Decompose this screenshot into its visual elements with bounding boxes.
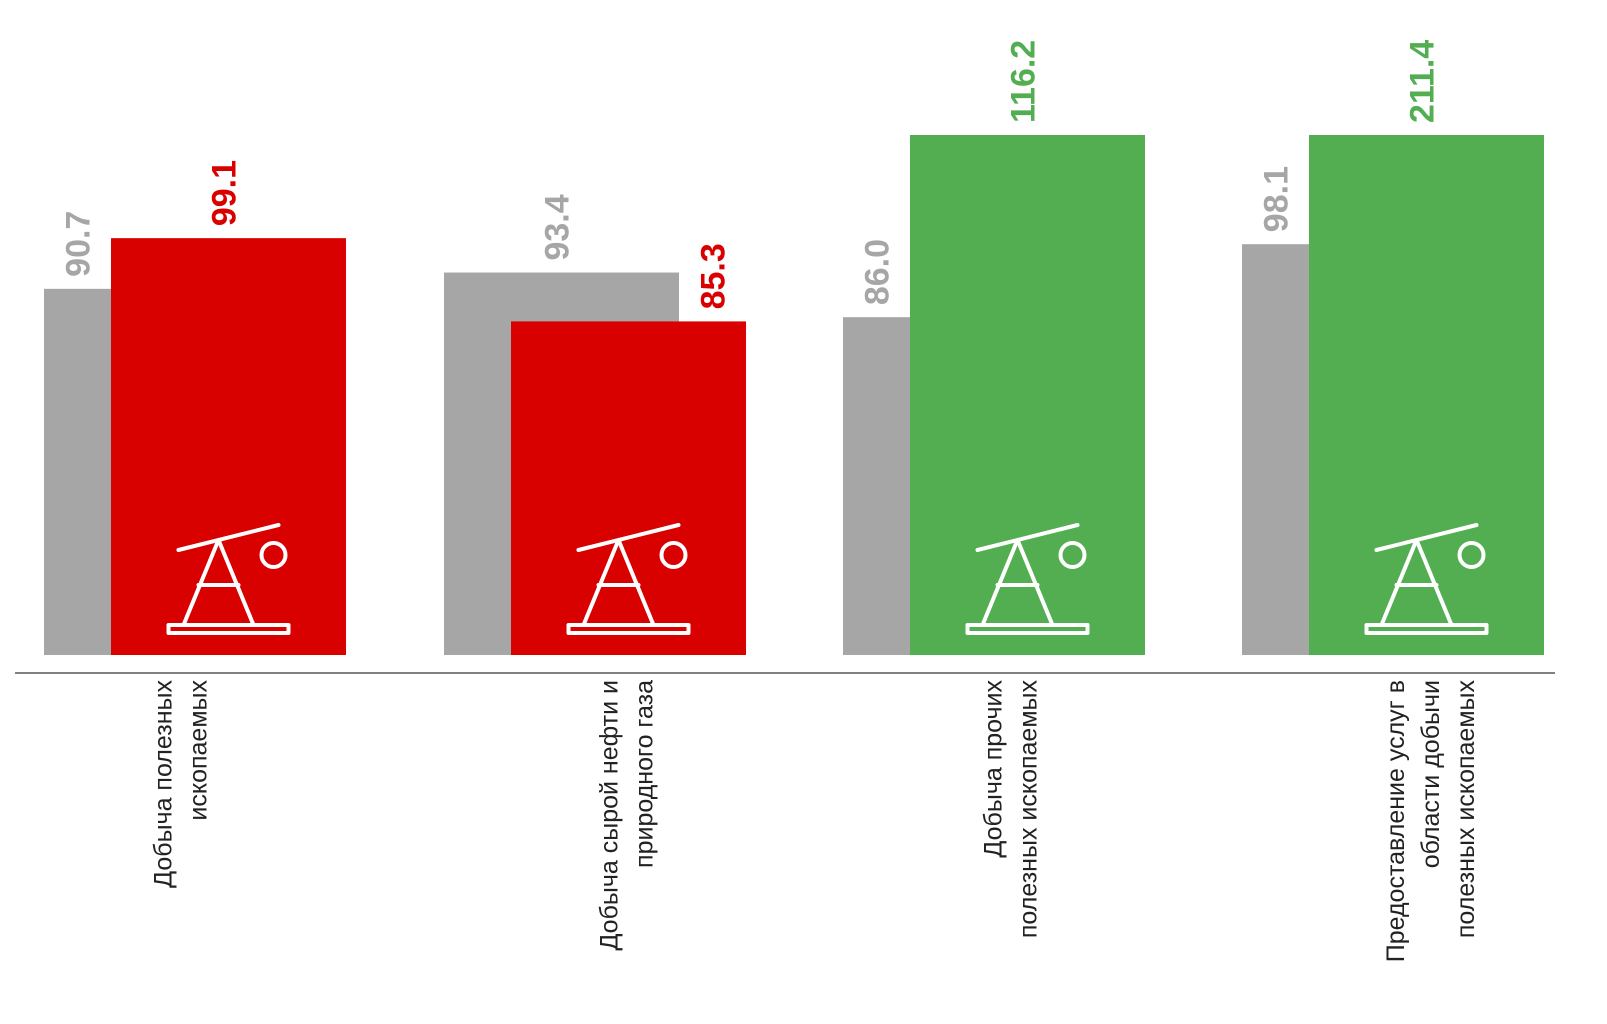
value-label: 85.3 — [695, 243, 733, 309]
value-label: 116.2 — [1005, 40, 1043, 123]
value-label: 99.1 — [206, 160, 244, 226]
icon — [659, 541, 688, 569]
x-tick-label: природного газа — [631, 680, 659, 868]
icons — [166, 523, 1489, 635]
icon — [166, 623, 291, 635]
icon — [566, 623, 691, 635]
icon — [259, 541, 288, 569]
x-tick-label: полезных ископаемых — [1452, 680, 1480, 939]
icon — [1457, 541, 1486, 569]
icon — [1058, 541, 1087, 569]
icon — [176, 523, 281, 627]
value-label: 93.4 — [539, 194, 577, 260]
x-tick-label: Добыча сырой нефти и — [596, 680, 624, 951]
value-label: 86.0 — [859, 239, 897, 305]
icon — [576, 523, 681, 627]
plot-area — [44, 135, 1544, 655]
bar — [511, 321, 746, 655]
icon — [975, 523, 1080, 627]
x-tick-label: Добыча полезных — [150, 680, 178, 888]
bar — [111, 238, 346, 655]
x-tick-label: Предоставление услуг в — [1382, 680, 1410, 962]
x-tick-label: Добыча прочих — [980, 680, 1008, 858]
value-label: 98.1 — [1258, 166, 1296, 232]
x-tick-label: ископаемых — [185, 680, 213, 821]
icon — [1374, 523, 1479, 627]
x-tick-label: полезных ископаемых — [1015, 680, 1043, 939]
value-label: 211.4 — [1404, 40, 1442, 123]
bar — [910, 135, 1145, 655]
x-tick-label: области добычи — [1417, 680, 1445, 868]
icon — [1364, 623, 1489, 635]
icon — [965, 623, 1090, 635]
value-label: 90.7 — [60, 211, 98, 277]
